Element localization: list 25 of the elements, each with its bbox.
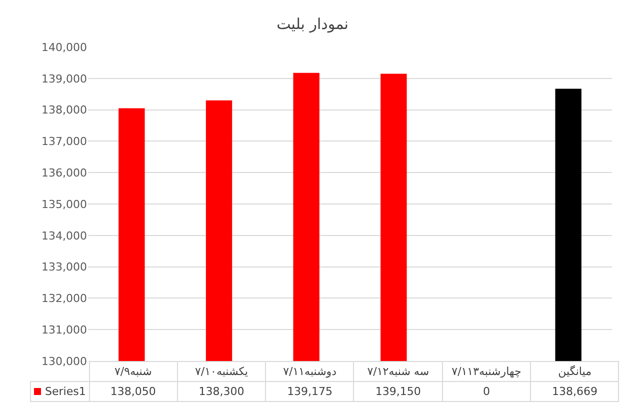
y-tick-label: 137,000	[42, 135, 87, 148]
data-label: 138,300	[177, 382, 266, 402]
y-tick-label: 140,000	[42, 40, 87, 54]
data-label: 139,150	[354, 382, 442, 402]
data-label: 138,669	[530, 382, 619, 402]
y-tick-label: 139,000	[42, 72, 87, 86]
y-tick-label: 134,000	[42, 229, 87, 242]
x-tick-label: میانگین	[530, 362, 619, 382]
x-tick-label: یکشنبه۷/۱۰	[177, 362, 266, 382]
data-label: 139,175	[266, 382, 354, 402]
chart-title: نمودار بلیت	[276, 14, 348, 33]
y-tick-label: 132,000	[42, 292, 87, 306]
x-tick-label: سه شنبه۷/۱۲	[354, 362, 442, 382]
y-tick-label: 133,000	[42, 260, 87, 274]
x-tick-label: دوشنبه۷/۱۱	[266, 362, 354, 382]
legend-label: Series1	[45, 385, 86, 398]
data-label: 138,050	[89, 382, 178, 402]
x-tick-label: شنبه۷/۹	[89, 362, 178, 382]
y-tick-label: 136,000	[42, 166, 87, 180]
y-tick-label: 130,000	[42, 354, 87, 368]
y-tick-label: 131,000	[42, 323, 87, 336]
x-tick-label: چهارشنبه۷/۱۱۳	[442, 362, 531, 382]
text: 0	[482, 385, 490, 398]
y-tick-label: 135,000	[42, 198, 87, 211]
y-tick-label: 138,000	[42, 104, 87, 117]
